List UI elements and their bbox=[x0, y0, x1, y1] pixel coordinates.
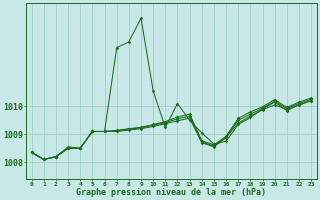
X-axis label: Graphe pression niveau de la mer (hPa): Graphe pression niveau de la mer (hPa) bbox=[76, 188, 266, 197]
